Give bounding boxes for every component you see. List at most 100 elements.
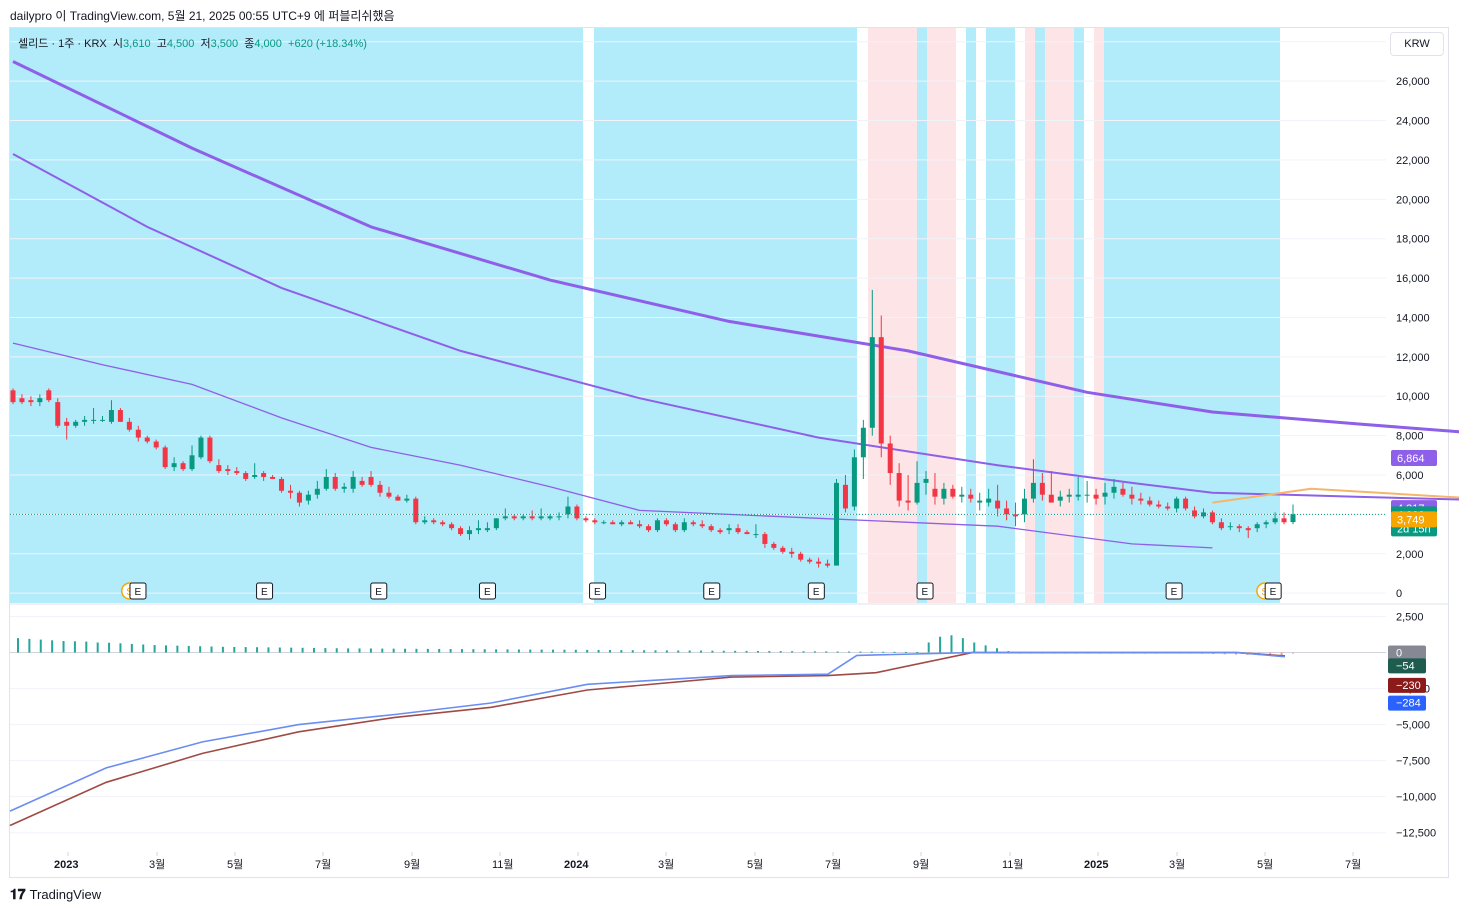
candle-body (941, 488, 947, 499)
osc-histogram-bar (996, 648, 999, 653)
candle-body (82, 419, 88, 422)
time-axis-tick: 3월 (658, 858, 674, 871)
open-value: 3,610 (123, 38, 151, 50)
candle-body (1039, 482, 1045, 495)
candle-body (395, 496, 401, 501)
price-axis-label (1391, 511, 1437, 528)
candle-body (619, 522, 625, 525)
background-band (10, 28, 583, 603)
osc-histogram-bar (96, 642, 99, 653)
candle-body (654, 520, 660, 531)
time-axis-tick: 7월 (1345, 858, 1361, 871)
osc-histogram-bar (1235, 652, 1238, 655)
candle-body (574, 506, 580, 519)
candle-body (475, 528, 481, 531)
candle-body (753, 534, 759, 536)
osc-histogram-bar (438, 648, 441, 653)
candle-body (502, 516, 508, 519)
osc-histogram-bar (324, 648, 327, 653)
osc-histogram-bar (608, 650, 611, 653)
osc-histogram-bar (870, 651, 873, 653)
time-axis-tick: 5월 (227, 858, 243, 871)
osc-histogram-bar (290, 647, 293, 653)
background-band (966, 28, 976, 603)
candle-body (995, 500, 1001, 509)
candle-body (19, 398, 25, 403)
osc-histogram-bar (426, 648, 429, 653)
earnings-event-label: E (484, 587, 491, 598)
candle-body (1183, 498, 1189, 509)
price-axis-tick: 14,000 (1396, 312, 1430, 324)
candle-body (1013, 514, 1019, 517)
candle-body (162, 447, 168, 468)
candle-body (1066, 494, 1072, 497)
candle-body (440, 522, 446, 525)
osc-axis-label (1388, 695, 1426, 711)
candle-body (1084, 494, 1090, 496)
candle-body (923, 478, 929, 483)
candle-body (261, 473, 267, 477)
candle-body (279, 478, 285, 491)
candle-body (449, 524, 455, 529)
earnings-event-badge (478, 582, 496, 600)
osc-histogram-bar (563, 649, 566, 653)
osc-histogram-bar (472, 649, 475, 653)
earnings-event-badge (703, 582, 721, 600)
candle-body (905, 500, 911, 503)
candle-body (780, 547, 786, 552)
earnings-event-badge (916, 582, 934, 600)
footer-brand[interactable]: 𝟏𝟕 TradingView (10, 886, 101, 903)
candle-body (932, 488, 938, 497)
price-axis-tick: 8,000 (1396, 431, 1424, 443)
candle-body (108, 410, 114, 422)
osc-histogram-bar (176, 645, 179, 653)
candle-body (91, 419, 97, 421)
osc-histogram-bar (904, 651, 907, 653)
osc-histogram-bar (711, 650, 714, 653)
candle-body (368, 476, 374, 485)
osc-histogram-bar (119, 643, 122, 653)
time-axis-tick: 9월 (913, 858, 929, 871)
currency-selector[interactable]: KRW (1390, 32, 1444, 56)
price-axis-label-text: 3,749 (1397, 514, 1425, 526)
candle-body (46, 390, 52, 401)
candle-body (628, 522, 634, 525)
symbol-name[interactable]: 셀리드 · 1주 · KRX (18, 38, 107, 50)
osc-histogram-bar (449, 649, 452, 653)
osc-axis-label-text: −230 (1396, 680, 1421, 692)
symbol-legend: 셀리드 · 1주 · KRX 시3,610 고4,500 저3,500 종4,0… (18, 35, 367, 51)
candle-body (681, 522, 687, 531)
candle-body (878, 337, 884, 444)
candle-body (1093, 494, 1099, 499)
osc-histogram-bar (187, 645, 190, 653)
candle-body (762, 534, 768, 544)
osc-histogram-bar (540, 649, 543, 653)
osc-histogram-bar (552, 649, 555, 653)
earnings-event-label: E (922, 587, 929, 598)
earnings-event-badge (1165, 582, 1183, 600)
candle-body (789, 551, 795, 554)
long-moving-average (12, 60, 1459, 434)
osc-histogram-bar (529, 649, 532, 653)
osc-histogram-bar (335, 648, 338, 653)
osc-histogram-bar (39, 639, 42, 653)
osc-histogram-bar (199, 646, 202, 653)
price-axis-label (1391, 449, 1437, 466)
candle-body (467, 530, 473, 535)
candle-body (1021, 498, 1027, 515)
background-band (868, 28, 917, 603)
candle-body (896, 473, 902, 501)
osc-histogram-bar (267, 647, 270, 653)
candle-body (10, 390, 16, 403)
osc-histogram-bar (768, 651, 771, 653)
candle-body (1209, 512, 1215, 523)
background-band (1025, 28, 1035, 603)
osc-histogram-bar (802, 651, 805, 653)
osc-histogram-bar (256, 647, 259, 653)
candle-body (252, 475, 258, 477)
candle-body (1200, 512, 1206, 517)
candle-body (404, 498, 410, 501)
candle-body (833, 482, 839, 566)
candle-body (977, 500, 983, 503)
